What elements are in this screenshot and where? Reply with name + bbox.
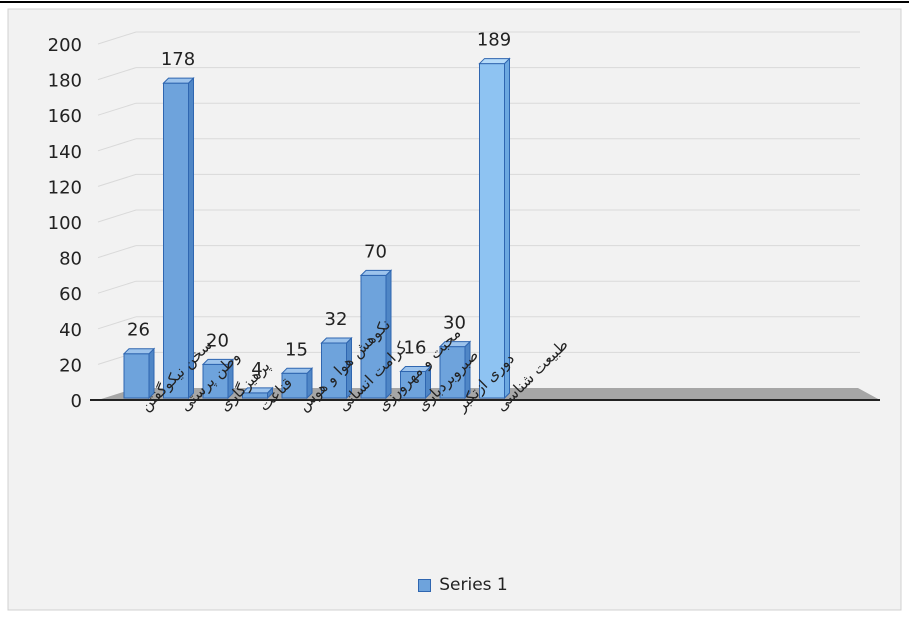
gridline-depth — [97, 173, 137, 187]
plot-background — [7, 8, 902, 611]
y-tick-label: 140 — [48, 142, 82, 163]
bar-top — [241, 387, 274, 394]
bar-side — [504, 57, 510, 400]
bar-top — [162, 77, 195, 84]
y-tick-label: 40 — [59, 320, 82, 341]
gridline-depth — [97, 67, 137, 81]
y-tick-label: 180 — [48, 71, 82, 92]
data-label: 26 — [127, 320, 150, 341]
y-tick-label: 20 — [59, 355, 82, 376]
data-label: 178 — [161, 49, 195, 70]
gridline-depth — [97, 138, 137, 152]
bar-top — [320, 337, 353, 344]
y-tick-label: 120 — [48, 177, 82, 198]
gridline-depth — [97, 316, 137, 330]
bar-top — [201, 358, 235, 365]
bar-top — [280, 367, 314, 374]
legend-swatch — [418, 578, 432, 592]
bar-top — [478, 58, 511, 65]
y-tick-label: 0 — [71, 391, 82, 412]
bar — [439, 346, 466, 399]
bar-top — [399, 366, 432, 373]
bar-top — [438, 341, 472, 348]
bar-top — [122, 348, 156, 355]
bar — [123, 353, 150, 399]
gridline-depth — [97, 245, 137, 259]
legend: Series 1 — [403, 565, 523, 605]
gridline-depth — [97, 102, 137, 116]
y-tick-label: 60 — [59, 284, 82, 305]
bar-top — [359, 269, 393, 276]
data-label: 15 — [285, 339, 308, 360]
data-label: 32 — [325, 309, 348, 330]
data-label: 70 — [364, 241, 387, 262]
legend-label: Series 1 — [439, 575, 508, 595]
data-label: 16 — [404, 338, 427, 359]
bar — [321, 342, 347, 399]
y-tick-label: 80 — [59, 249, 82, 270]
bar — [202, 363, 229, 399]
bar — [163, 82, 189, 399]
gridline-depth — [97, 209, 137, 223]
bar — [360, 274, 387, 399]
data-label: 20 — [206, 330, 229, 351]
data-label: 4 — [251, 359, 262, 380]
data-label: 189 — [477, 30, 511, 51]
gridline-depth — [97, 280, 137, 294]
y-tick-label: 200 — [48, 35, 82, 56]
y-tick-label: 100 — [48, 213, 82, 234]
data-label: 30 — [443, 313, 466, 334]
y-tick-label: 160 — [48, 106, 82, 127]
bar — [479, 63, 505, 399]
gridline-depth — [97, 31, 137, 45]
